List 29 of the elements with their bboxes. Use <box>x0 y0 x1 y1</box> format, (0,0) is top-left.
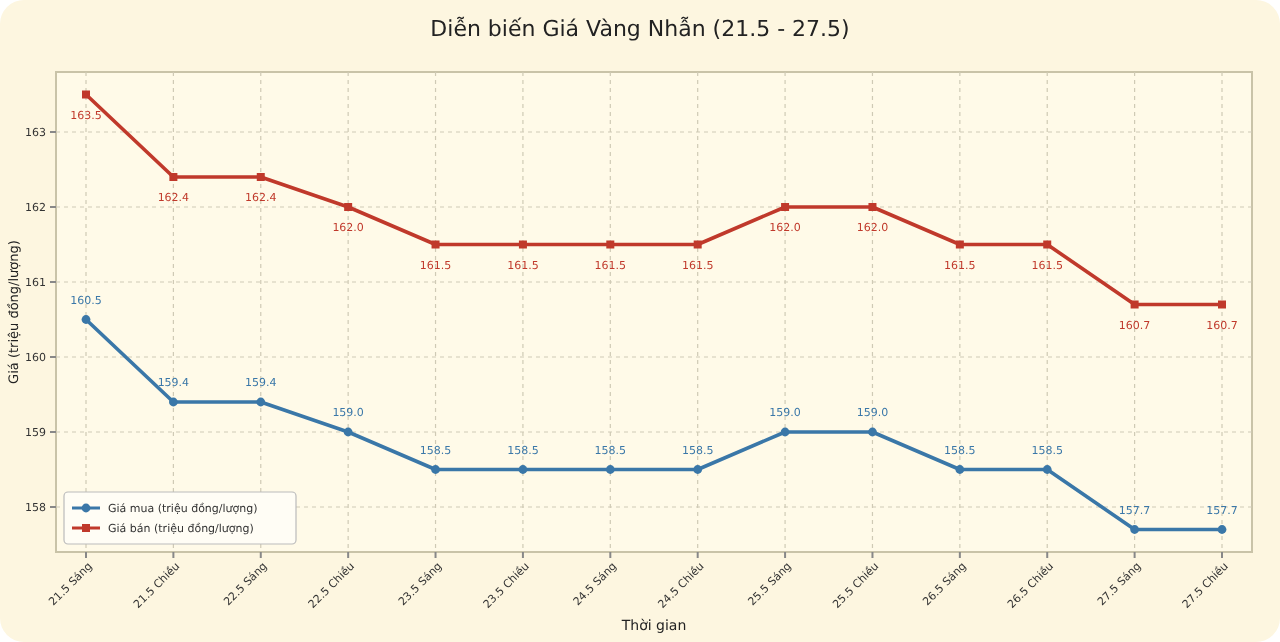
point <box>868 203 877 211</box>
point <box>693 465 703 474</box>
point <box>955 465 965 474</box>
point <box>169 173 178 181</box>
point <box>955 240 964 249</box>
point <box>1217 525 1227 534</box>
point <box>431 240 440 249</box>
point <box>1042 465 1052 474</box>
point <box>780 427 790 437</box>
chart-title: Diễn biến Giá Vàng Nhẫn (21.5 - 27.5) <box>430 16 850 42</box>
point <box>868 427 877 437</box>
point <box>1218 300 1226 309</box>
point <box>82 90 90 99</box>
point <box>343 427 353 437</box>
point <box>168 397 178 407</box>
point <box>518 240 527 249</box>
point <box>1043 240 1052 249</box>
point <box>256 397 266 407</box>
point <box>781 203 790 211</box>
point <box>693 240 702 249</box>
point <box>344 203 353 211</box>
point <box>256 173 265 181</box>
point <box>606 240 615 249</box>
point <box>1130 300 1139 309</box>
point <box>81 315 91 324</box>
point <box>1130 525 1140 534</box>
point <box>518 465 528 474</box>
point <box>431 465 440 474</box>
point <box>605 465 615 474</box>
